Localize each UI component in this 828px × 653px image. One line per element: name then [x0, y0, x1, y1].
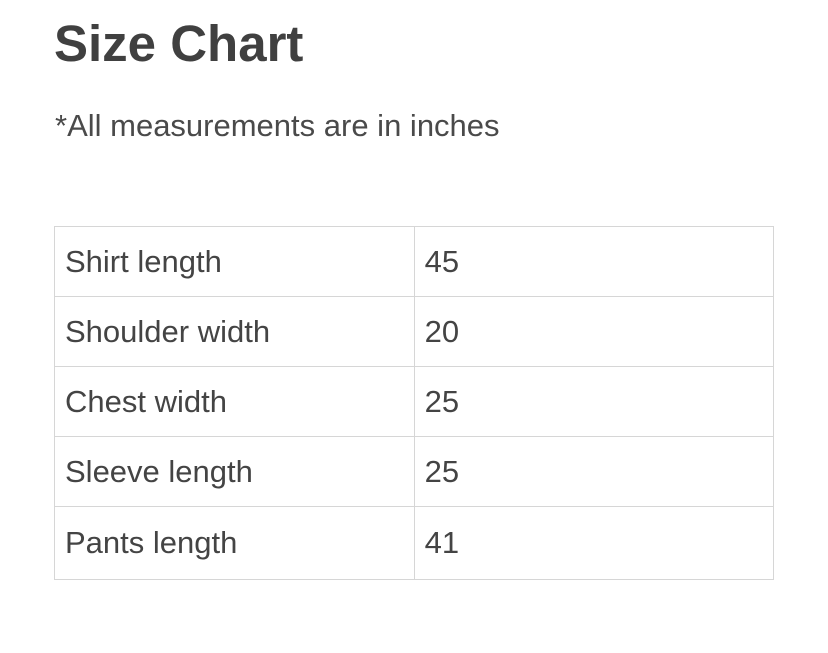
row-label: Shirt length: [54, 226, 415, 297]
row-value: 41: [413, 506, 775, 580]
row-value: 20: [413, 296, 775, 367]
table-row: Pants length 41: [54, 506, 775, 580]
page-title: Size Chart: [54, 15, 304, 72]
row-label: Chest width: [54, 366, 415, 437]
row-value: 25: [413, 366, 775, 437]
row-label: Sleeve length: [54, 436, 415, 507]
row-value: 25: [413, 436, 775, 507]
row-value: 45: [413, 226, 775, 297]
table-row: Shoulder width 20: [54, 296, 775, 367]
size-table: Shirt length 45 Shoulder width 20 Chest wi…: [54, 226, 775, 580]
row-label: Shoulder width: [54, 296, 415, 367]
row-label: Pants length: [54, 506, 415, 580]
measurement-note: *All measurements are in inches: [55, 108, 500, 143]
table-row: Chest width 25: [54, 366, 775, 437]
table-row: Shirt length 45: [54, 226, 775, 297]
table-row: Sleeve length 25: [54, 436, 775, 507]
